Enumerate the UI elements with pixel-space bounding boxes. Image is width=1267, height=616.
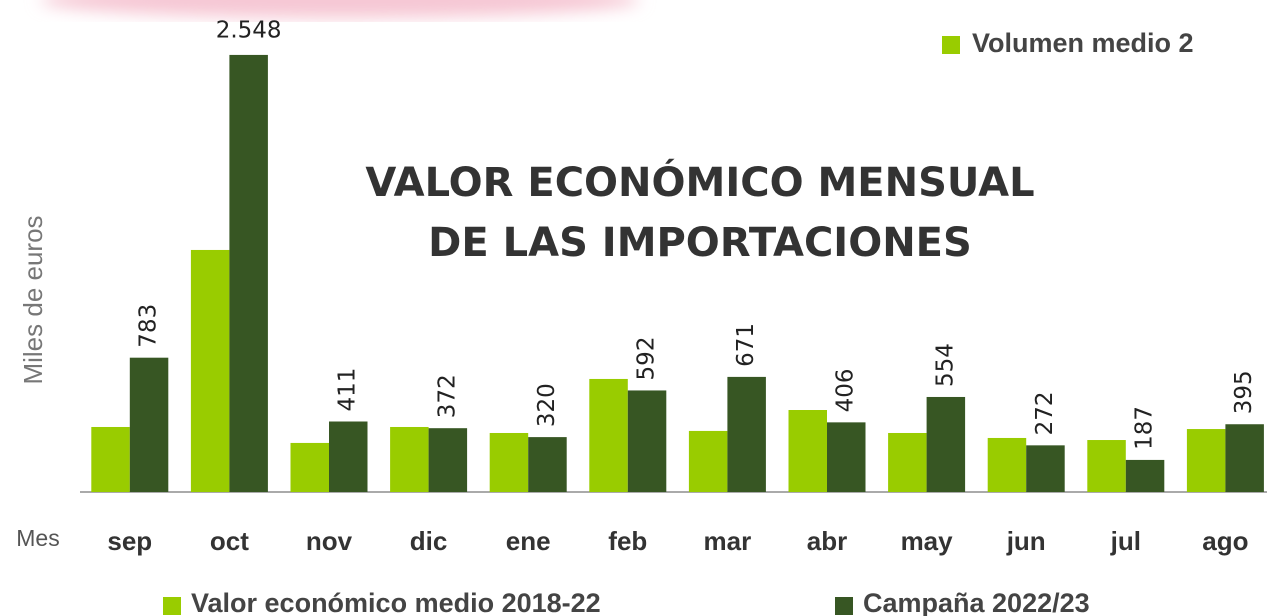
legend-label: Campaña 2022/23	[863, 588, 1090, 616]
bar	[91, 426, 130, 492]
bar	[129, 357, 169, 492]
bar	[1225, 424, 1264, 492]
bar	[528, 437, 567, 492]
bar	[1087, 440, 1126, 492]
data-label: 411	[335, 368, 361, 412]
x-tick-label: feb	[608, 526, 647, 556]
legend-label: Volumen medio 2	[972, 28, 1194, 58]
x-tick-label: mar	[704, 526, 752, 556]
x-tick-label: sep	[107, 526, 152, 556]
data-label: 783	[136, 304, 162, 348]
legend-swatch	[835, 597, 853, 615]
legend-swatch	[163, 597, 181, 615]
bar	[888, 432, 927, 492]
bar	[926, 396, 966, 492]
y-axis-label: Miles de euros	[18, 215, 48, 384]
bar	[1125, 459, 1165, 492]
x-tick-label: dic	[410, 526, 448, 556]
x-tick-label: jul	[1110, 526, 1141, 556]
x-tick-label: ene	[506, 526, 551, 556]
data-label: 187	[1132, 406, 1158, 450]
bar	[788, 410, 827, 492]
bar	[489, 432, 529, 492]
bar	[329, 421, 368, 492]
bar	[987, 437, 1027, 492]
bar	[190, 249, 230, 492]
bar	[1186, 429, 1226, 492]
x-tick-label: oct	[210, 526, 249, 556]
bar	[727, 376, 766, 492]
data-label: 320	[534, 383, 560, 427]
legend-swatch	[942, 36, 960, 54]
x-axis-label: Mes	[16, 525, 59, 551]
legend-label: Valor económico medio 2018-22	[191, 588, 601, 616]
decoration	[40, 0, 640, 18]
bar	[290, 442, 329, 492]
bar	[827, 422, 866, 492]
x-tick-label: nov	[306, 526, 353, 556]
data-label: 272	[1032, 391, 1058, 435]
data-label: 671	[733, 323, 759, 367]
data-label: 592	[634, 337, 660, 381]
bar	[589, 378, 628, 492]
data-label: 2.548	[216, 17, 282, 43]
bar	[390, 426, 429, 492]
bar	[688, 430, 728, 492]
x-tick-label: jun	[1006, 526, 1046, 556]
x-tick-label: abr	[807, 526, 847, 556]
chart-title: DE LAS IMPORTACIONES	[428, 220, 972, 266]
bar	[428, 428, 468, 492]
bar	[1026, 445, 1065, 492]
data-label: 554	[932, 343, 958, 387]
x-tick-label: may	[901, 526, 954, 556]
data-label: 406	[833, 368, 859, 412]
x-tick-label: ago	[1202, 526, 1248, 556]
bar	[229, 54, 268, 493]
data-label: 395	[1231, 370, 1257, 414]
bar	[627, 390, 667, 492]
chart-title: VALOR ECONÓMICO MENSUAL	[365, 158, 1034, 206]
data-label: 372	[434, 374, 460, 418]
